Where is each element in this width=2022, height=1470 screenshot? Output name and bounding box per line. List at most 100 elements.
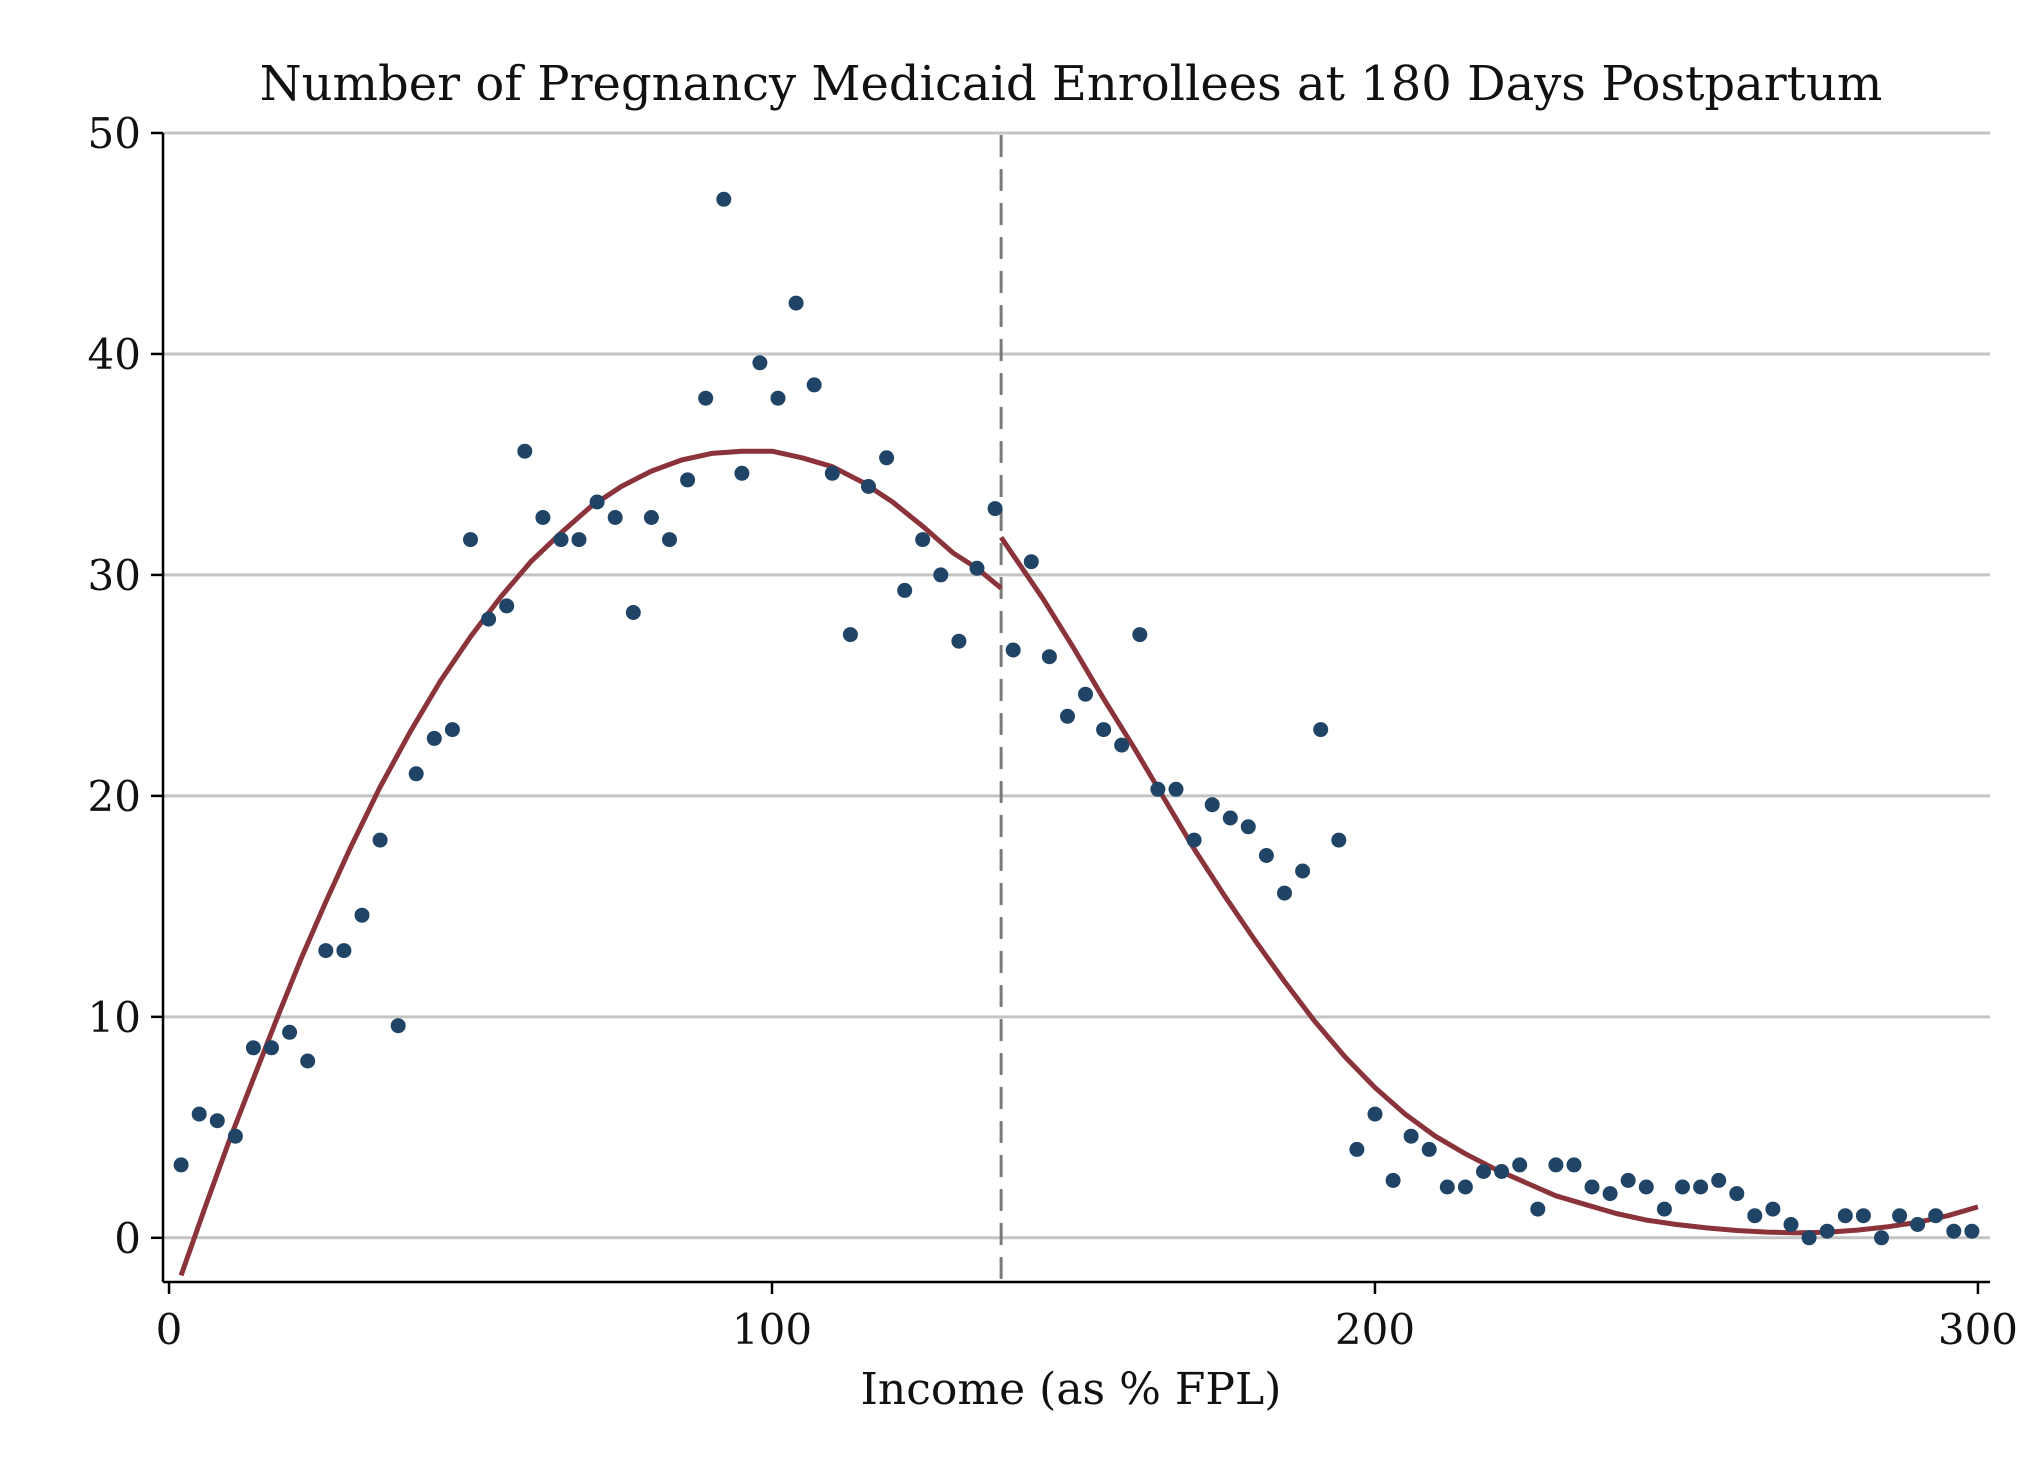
data-point [1819, 1223, 1835, 1239]
y-tick-label-30: 30 [88, 551, 141, 600]
data-point [1964, 1223, 1980, 1239]
data-point [264, 1040, 279, 1056]
data-point [716, 191, 732, 207]
data-point [336, 943, 352, 959]
chart-title: Number of Pregnancy Medicaid Enrollees a… [260, 56, 1883, 112]
data-point [499, 598, 515, 614]
data-point [1620, 1172, 1636, 1188]
data-point [680, 472, 696, 488]
data-point [1457, 1179, 1473, 1195]
data-point [1041, 649, 1057, 665]
data-point [1801, 1230, 1817, 1246]
data-point [535, 510, 551, 525]
data-point [1476, 1164, 1491, 1179]
data-point [698, 390, 714, 406]
data-point [969, 560, 985, 576]
data-point [1783, 1217, 1799, 1232]
x-axis-title: Income (as % FPL) [861, 1364, 1282, 1415]
data-point [282, 1024, 298, 1040]
data-point [1421, 1141, 1437, 1157]
data-point [354, 907, 370, 923]
data-point [1566, 1157, 1582, 1173]
data-point [318, 943, 334, 959]
x-tick-label-300: 300 [1938, 1305, 2018, 1354]
gridlines [163, 131, 1990, 1240]
data-point [372, 832, 388, 848]
data-point [1548, 1157, 1564, 1173]
data-point [1023, 554, 1039, 570]
data-point [173, 1157, 189, 1173]
data-point [589, 494, 605, 510]
data-point [1711, 1172, 1727, 1188]
data-point [1385, 1172, 1401, 1188]
data-point [1584, 1179, 1600, 1195]
data-point [752, 355, 768, 371]
y-tick-label-40: 40 [88, 330, 141, 379]
data-point [1765, 1201, 1781, 1217]
y-tick-label-20: 20 [88, 772, 141, 821]
data-point [553, 532, 569, 548]
data-point [245, 1040, 261, 1056]
data-point [1946, 1223, 1962, 1239]
data-point [861, 479, 876, 494]
data-point [734, 465, 750, 481]
data-point [1078, 686, 1093, 702]
data-point [987, 501, 1003, 517]
axes: 0 10 20 30 40 50 0 100 200 300 [88, 109, 2018, 1354]
data-point [1367, 1106, 1383, 1122]
data-point [209, 1113, 225, 1129]
data-point [1729, 1186, 1745, 1202]
data-point [1439, 1179, 1455, 1195]
data-point [1168, 781, 1184, 797]
data-point [1837, 1208, 1853, 1224]
data-point [1530, 1201, 1546, 1217]
data-point [1349, 1141, 1365, 1157]
data-point [1060, 708, 1075, 724]
data-point [1240, 819, 1256, 835]
data-point [1005, 642, 1021, 658]
data-point [1313, 722, 1329, 738]
data-point [625, 605, 641, 620]
data-point [463, 532, 478, 548]
x-tick-label-0: 0 [156, 1305, 183, 1354]
data-point [1277, 885, 1292, 901]
data-point [915, 532, 931, 548]
data-point [1910, 1217, 1926, 1232]
data-point [1656, 1201, 1672, 1217]
data-point [1638, 1179, 1654, 1195]
data-point [1512, 1157, 1528, 1173]
data-point [1331, 832, 1347, 848]
data-point [227, 1128, 243, 1144]
data-point [191, 1106, 207, 1122]
x-tick-label-100: 100 [732, 1305, 812, 1354]
data-point [1892, 1208, 1908, 1224]
data-point [1295, 863, 1311, 879]
y-tick-label-50: 50 [88, 109, 141, 158]
data-point [300, 1053, 316, 1069]
x-tick-label-200: 200 [1335, 1305, 1415, 1354]
data-point [1258, 848, 1274, 863]
data-point [426, 730, 442, 746]
data-point [1132, 627, 1148, 643]
data-point [607, 510, 623, 525]
data-point [770, 390, 786, 406]
data-point [1494, 1164, 1510, 1179]
data-point [879, 450, 895, 466]
data-point [933, 567, 949, 583]
data-point [481, 611, 497, 627]
fit-line-2 [999, 535, 1979, 1236]
data-point [1928, 1208, 1944, 1224]
data-point [1602, 1186, 1618, 1202]
data-point [517, 443, 533, 459]
data-point [1186, 832, 1202, 848]
data-point [1204, 797, 1220, 813]
data-point [390, 1018, 406, 1034]
y-tick-label-0: 0 [114, 1214, 141, 1263]
data-point [1855, 1208, 1871, 1224]
data-point [1222, 810, 1238, 826]
data-point [444, 722, 460, 738]
data-point [1874, 1230, 1889, 1246]
data-point [842, 627, 858, 643]
y-tick-label-10: 10 [88, 993, 141, 1042]
